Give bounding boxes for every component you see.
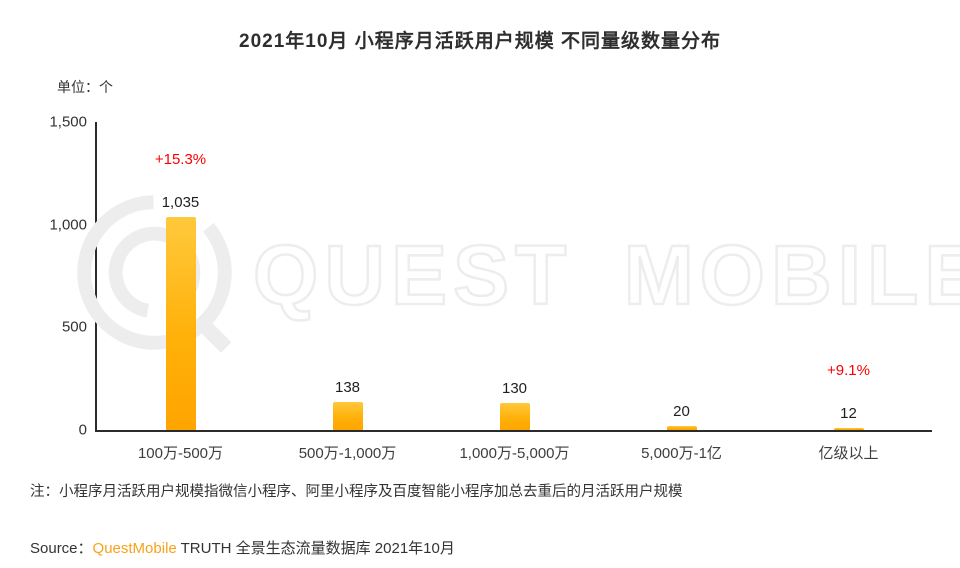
growth-annotation: +9.1% — [827, 361, 870, 379]
y-tick-500: 500 — [61, 318, 87, 336]
x-category-label: 5,000万-1亿 — [641, 445, 722, 462]
source-suffix: TRUTH 全景生态流量数据库 2021年10月 — [176, 540, 455, 557]
x-category-label: 100万-500万 — [137, 445, 224, 462]
bar — [165, 217, 196, 430]
bar-value-label: 138 — [334, 378, 361, 396]
bar-group-1: +15.3% 1,035 — [97, 122, 264, 430]
y-tick-1000: 1,000 — [49, 216, 87, 234]
bars-container: +15.3% 1,035 138 130 20 +9.1% 12 — [97, 122, 932, 430]
unit-label: 单位：个 — [57, 79, 113, 95]
bar — [666, 425, 697, 430]
bar-group-4: 20 — [598, 122, 765, 430]
bar — [499, 403, 530, 430]
footnote: 注：小程序月活跃用户规模指微信小程序、阿里小程序及百度智能小程序加总去重后的月活… — [30, 484, 683, 500]
y-tick-0: 0 — [78, 421, 87, 439]
chart-title: 2021年10月 小程序月活跃用户规模 不同量级数量分布 — [239, 31, 721, 52]
bar-value-label: 1,035 — [161, 194, 200, 212]
bar — [833, 427, 864, 430]
bar-value-label: 130 — [501, 380, 528, 398]
x-category-label: 1,000万-5,000万 — [459, 445, 570, 462]
growth-annotation: +15.3% — [154, 151, 207, 169]
bar — [332, 401, 363, 430]
bar-group-2: 138 — [264, 122, 431, 430]
bar-group-3: 130 — [431, 122, 598, 430]
source-prefix: Source： — [30, 540, 93, 557]
plot-area: QUEST MOBILE 1,500 1,000 500 0 +15.3% 1,… — [49, 114, 960, 463]
x-axis-labels: 100万-500万 500万-1,000万 1,000万-5,000万 5,00… — [97, 442, 932, 463]
bar-group-5: +9.1% 12 — [765, 122, 932, 430]
source-line: Source：QuestMobile TRUTH 全景生态流量数据库 2021年… — [30, 537, 455, 558]
source-brand: QuestMobile — [92, 540, 177, 557]
bar-value-label: 20 — [673, 402, 690, 420]
x-category-label: 亿级以上 — [818, 445, 879, 462]
x-category-label: 500万-1,000万 — [298, 445, 397, 462]
bar-value-label: 12 — [840, 404, 857, 422]
y-tick-1500: 1,500 — [49, 113, 87, 131]
